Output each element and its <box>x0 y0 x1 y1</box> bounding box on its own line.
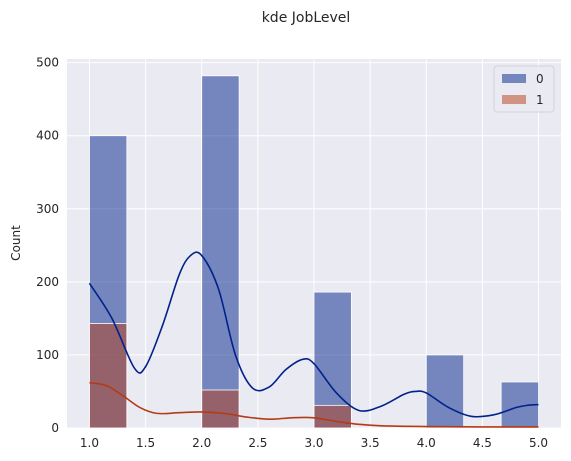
kde-line-0 <box>88 251 539 418</box>
x-tick-label: 4.5 <box>473 436 492 450</box>
y-tick-label: 400 <box>36 129 59 143</box>
y-tick-label: 0 <box>51 421 59 435</box>
y-tick-label: 100 <box>36 348 59 362</box>
axis-ticks: 1.0 1.5 2.0 2.5 3.0 3.5 4.0 4.5 5.0 0 100 200 300 400… <box>36 56 548 450</box>
legend-label-0: 0 <box>536 72 544 86</box>
legend-box <box>493 65 555 113</box>
x-tick-label: 1.5 <box>136 436 155 450</box>
histogram-bar-1 <box>313 404 352 429</box>
legend-label-1: 1 <box>536 93 544 107</box>
chart-title: kde JobLevel <box>262 10 351 26</box>
kde-curves <box>88 251 539 428</box>
y-tick-label: 300 <box>36 202 59 216</box>
histogram-bar-0 <box>425 354 465 429</box>
x-tick-label: 1.0 <box>80 436 99 450</box>
x-tick-label: 2.5 <box>248 436 267 450</box>
y-tick-label: 500 <box>36 56 59 70</box>
histogram-bar-0 <box>201 75 240 429</box>
x-tick-label: 3.0 <box>304 436 323 450</box>
x-tick-label: 3.5 <box>361 436 380 450</box>
x-tick-label: 4.0 <box>417 436 436 450</box>
kde-line-1 <box>89 381 539 428</box>
histogram-bar-1 <box>201 389 240 429</box>
legend: 01 <box>493 65 555 113</box>
y-tick-label: 200 <box>36 275 59 289</box>
legend-swatch-0 <box>502 74 526 83</box>
histogram-bar-1 <box>89 323 128 429</box>
y-axis-label: Count <box>9 225 23 261</box>
x-tick-label: 2.0 <box>192 436 211 450</box>
legend-swatch-1 <box>502 95 526 104</box>
x-tick-label: 5.0 <box>529 436 548 450</box>
